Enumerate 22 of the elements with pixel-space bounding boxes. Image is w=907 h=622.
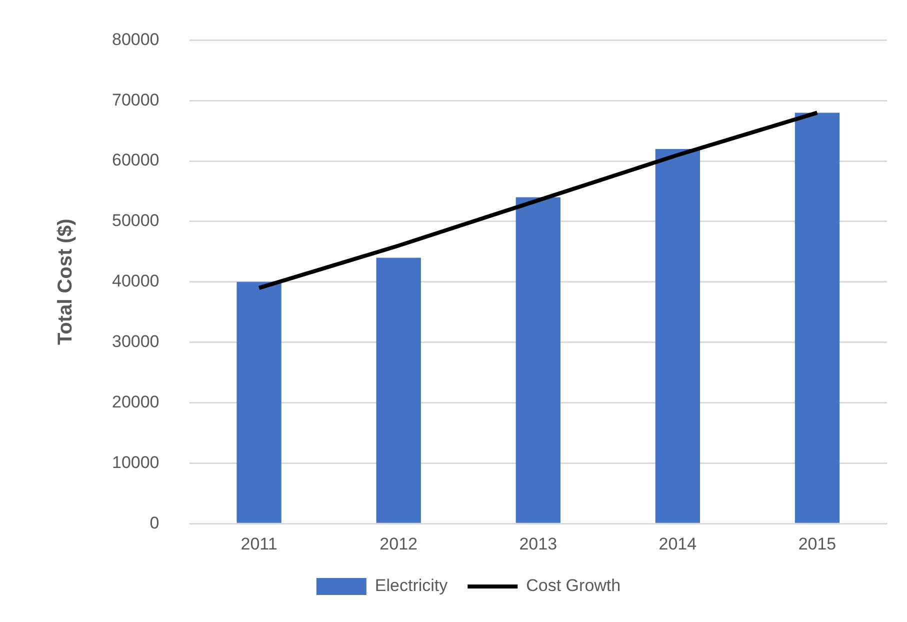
y-tick-label: 50000	[112, 211, 160, 230]
y-tick-label: 60000	[112, 150, 160, 170]
y-tick-label: 0	[150, 513, 160, 532]
y-tick-label: 70000	[112, 90, 160, 110]
x-tick-label: 2015	[798, 534, 836, 554]
x-tick-label: 2011	[240, 534, 278, 554]
legend-label: Electricity	[374, 576, 448, 596]
bar	[376, 258, 421, 523]
x-tick-label: 2012	[380, 534, 418, 554]
bar	[655, 148, 700, 523]
bar	[236, 282, 282, 523]
bar	[794, 112, 840, 523]
bar	[516, 197, 560, 523]
y-tick-label: 80000	[112, 30, 160, 49]
y-tick-label: 20000	[112, 392, 160, 412]
y-tick-label: 40000	[112, 272, 160, 291]
x-tick-label: 2013	[519, 534, 558, 554]
y-tick-label: 30000	[112, 332, 160, 352]
x-tick-label: 2014	[658, 534, 697, 554]
y-tick-label: 10000	[112, 452, 160, 472]
legend-label: Cost Growth	[526, 576, 621, 596]
y-axis-title: Total Cost ($)	[54, 218, 77, 346]
